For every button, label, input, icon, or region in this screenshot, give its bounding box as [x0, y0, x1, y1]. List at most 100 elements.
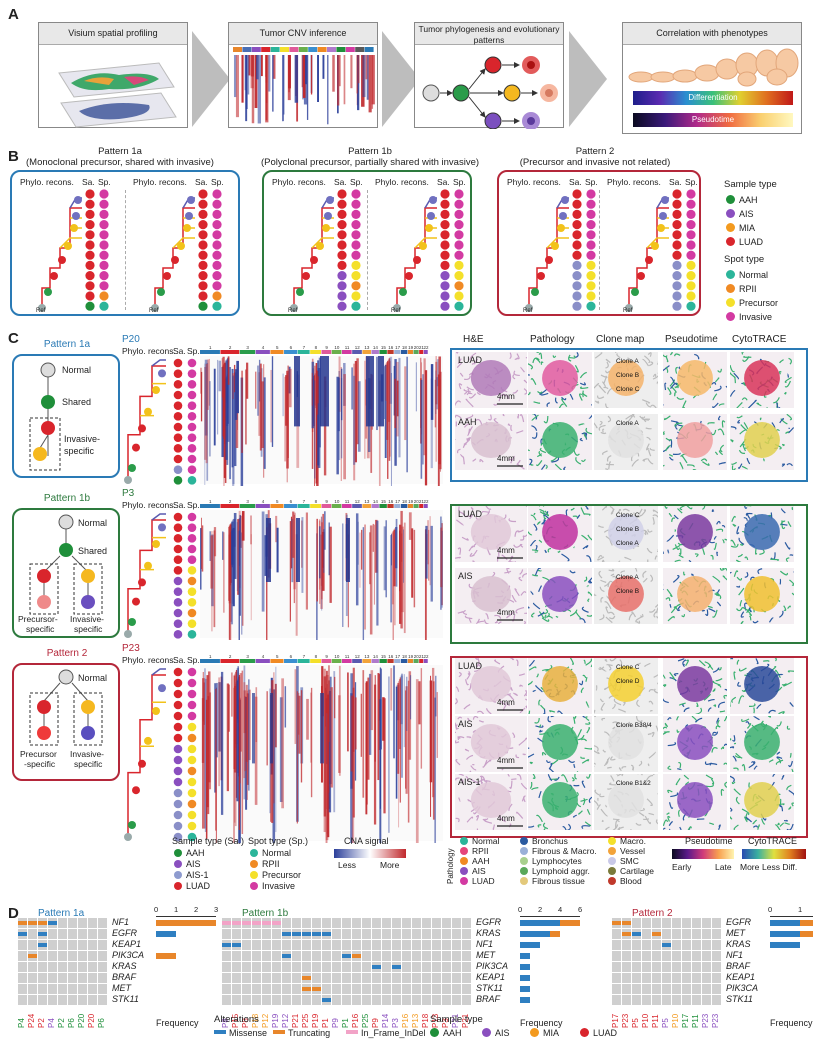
sa-header: Sa.	[437, 177, 450, 187]
mutation-cell	[622, 962, 631, 972]
alteration-legend-item: Truncating	[273, 1028, 330, 1038]
legend-dot	[520, 877, 528, 885]
node-label: specific	[74, 624, 103, 634]
mutation-cell	[262, 984, 271, 994]
mutation-cell	[332, 995, 341, 1005]
sa-header: Sa.	[82, 177, 95, 187]
tissue-image	[528, 774, 592, 830]
tissue-image: AIS 4mm	[455, 568, 527, 624]
mutation-cell	[702, 973, 711, 983]
mutation-cell	[402, 962, 411, 972]
mutation-cell	[222, 929, 231, 939]
arrow-1	[192, 31, 230, 127]
arrow-3	[569, 31, 607, 127]
schematic-tree	[29, 514, 103, 615]
alteration-legend-item: Missense	[214, 1028, 267, 1038]
mutation-cell	[372, 929, 381, 939]
mutation-cell	[452, 940, 461, 950]
mutation-cell	[442, 951, 451, 961]
phylo-header: Phylo. recons.	[122, 655, 176, 665]
node-label: Normal	[78, 518, 108, 528]
mutation-cell	[662, 929, 671, 939]
visium-slides-image	[58, 62, 177, 128]
mutation-cell	[252, 984, 261, 994]
legend-label: RPII	[739, 284, 757, 294]
tissue-image: LUAD 4mm	[455, 658, 527, 714]
sa-header: Sa.	[173, 500, 186, 510]
schematic-tree	[29, 669, 103, 746]
mutation-cell	[412, 973, 421, 983]
mutation-cell	[88, 940, 97, 950]
mutation-mark	[252, 921, 261, 925]
chrom-label: 18	[402, 499, 408, 504]
patient-id: P13	[411, 1013, 420, 1028]
patient-label: P20	[122, 334, 140, 345]
legend-label: Lymphoid aggr.	[532, 866, 590, 876]
mutation-cell	[88, 929, 97, 939]
tissue-col-header: Pseudotime	[665, 334, 718, 345]
pseudotime-early: Early	[672, 862, 692, 872]
node-label: specific	[64, 446, 95, 456]
legend-dot	[460, 867, 468, 875]
mutation-cell	[692, 984, 701, 994]
mutation-cell	[452, 918, 461, 928]
mutation-cell	[232, 962, 241, 972]
patient-id: P6	[67, 1018, 76, 1028]
mutation-cell	[38, 951, 47, 961]
sample-type-legend-item: LUAD	[580, 1028, 617, 1038]
patient-id: P20	[87, 1013, 96, 1028]
mutation-cell	[612, 962, 621, 972]
mutation-cell	[712, 962, 721, 972]
patient-id: P17	[611, 1013, 620, 1028]
patient-id: P10	[641, 1013, 650, 1028]
mutation-cell	[412, 918, 421, 928]
mutation-cell	[692, 918, 701, 928]
mutation-mark	[612, 921, 621, 925]
mutation-cell	[652, 918, 661, 928]
mutation-cell	[402, 940, 411, 950]
mutation-mark	[232, 921, 241, 925]
mutation-cell	[68, 962, 77, 972]
mutation-cell	[272, 973, 281, 983]
node-label: Shared	[78, 546, 108, 556]
mutation-cell	[642, 984, 651, 994]
legend-swatch	[273, 1030, 285, 1034]
mutation-cell	[422, 962, 431, 972]
mutation-cell	[292, 940, 301, 950]
mutation-cell	[652, 940, 661, 950]
pattern-subtitle: (Precursor and invasive not related)	[519, 157, 671, 168]
group-title: Pattern 2	[632, 908, 673, 919]
chrom-label: 7	[303, 654, 306, 659]
mutation-cell	[78, 962, 87, 972]
legend-item: AAH	[174, 848, 205, 858]
mutation-cell	[462, 951, 471, 961]
pseudotime-label: Pseudotime	[691, 115, 735, 124]
chrom-label: 21	[419, 499, 425, 504]
mutation-cell	[342, 962, 351, 972]
pathology-legend-title: Pathology	[446, 848, 455, 884]
pathology-legend-item: Bronchus	[520, 836, 568, 846]
mutation-cell	[662, 951, 671, 961]
mutation-cell	[632, 995, 641, 1005]
pattern-subtitle: (Monoclonal precursor, shared with invas…	[26, 157, 214, 168]
freq-bar	[156, 931, 176, 937]
mutation-cell	[68, 984, 77, 994]
panel-b-label: B	[8, 148, 19, 165]
chrom-label: 13	[364, 499, 370, 504]
pattern-box: Phylo. recons. Sa. Sp. Ref Phylo. recons. Sa.…	[497, 170, 701, 316]
cytotrace-less: Less Diff.	[762, 862, 798, 872]
mutation-cell	[78, 951, 87, 961]
mutation-cell	[262, 995, 271, 1005]
mutation-cell	[292, 973, 301, 983]
node-label: Shared	[62, 397, 92, 407]
mutation-cell	[312, 995, 321, 1005]
mutation-cell	[712, 929, 721, 939]
legend-dot	[174, 871, 182, 879]
mutation-cell	[362, 984, 371, 994]
chrom-label: 9	[325, 499, 328, 504]
chrom-label: 22	[423, 654, 429, 659]
mutation-mark	[352, 954, 361, 958]
mutation-cell	[402, 929, 411, 939]
legend-item: Invasive	[250, 881, 295, 891]
differentiation-label: Differentiation	[688, 93, 738, 102]
